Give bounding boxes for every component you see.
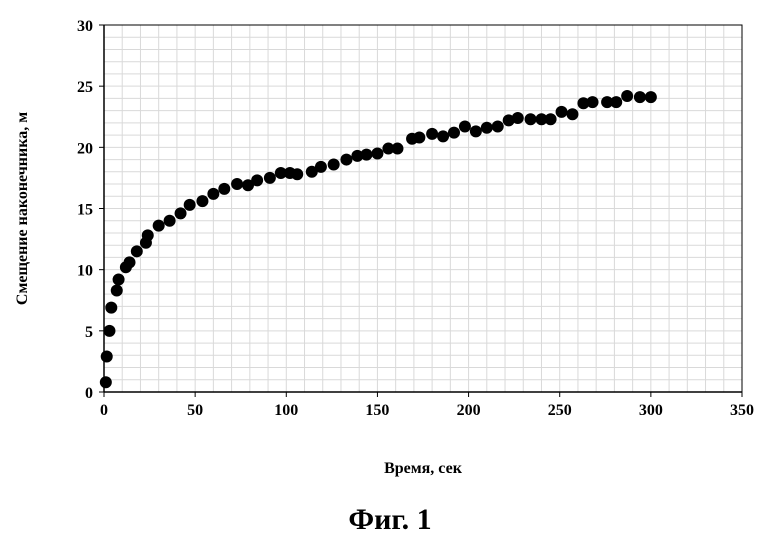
grid-lines <box>104 25 742 392</box>
x-tick-label: 300 <box>639 402 663 419</box>
data-point <box>175 207 187 219</box>
figure-caption: Фиг. 1 <box>0 503 780 537</box>
data-point <box>426 128 438 140</box>
data-point <box>113 273 125 285</box>
x-tick-label: 100 <box>274 402 298 419</box>
data-point <box>101 351 113 363</box>
data-point <box>124 256 136 268</box>
data-point <box>621 90 633 102</box>
data-point <box>360 149 372 161</box>
data-point <box>448 127 460 139</box>
data-point <box>105 302 117 314</box>
y-tick-label: 20 <box>77 140 93 157</box>
y-axis-title: Смещение наконечника, м <box>14 112 31 305</box>
data-point <box>103 325 115 337</box>
y-tick-label: 0 <box>85 385 93 402</box>
data-point <box>459 121 471 133</box>
data-point <box>164 215 176 227</box>
data-point <box>566 108 578 120</box>
data-point <box>264 172 276 184</box>
data-point <box>525 113 537 125</box>
x-tick-label: 0 <box>100 402 108 419</box>
data-point <box>545 113 557 125</box>
data-point <box>645 91 657 103</box>
data-point <box>131 245 143 257</box>
x-axis-title: Время, сек <box>384 460 463 477</box>
data-point <box>153 220 165 232</box>
data-point <box>391 143 403 155</box>
data-point <box>184 199 196 211</box>
data-point <box>470 125 482 137</box>
scatter-chart: 0 50 100 150 200 250 300 350 0 5 10 15 20 25 30 Время,… <box>0 0 780 500</box>
x-tick-label: 50 <box>187 402 203 419</box>
data-point <box>196 195 208 207</box>
data-point <box>142 229 154 241</box>
y-tick-label: 15 <box>77 202 93 219</box>
data-point <box>111 284 123 296</box>
data-point <box>413 132 425 144</box>
data-point <box>100 376 112 388</box>
data-point <box>481 122 493 134</box>
data-point <box>315 161 327 173</box>
data-point <box>587 96 599 108</box>
data-point <box>218 183 230 195</box>
data-point <box>492 121 504 133</box>
y-tick-label: 5 <box>85 324 93 341</box>
data-point <box>328 158 340 170</box>
data-point <box>231 178 243 190</box>
data-point <box>207 188 219 200</box>
x-tick-label: 150 <box>365 402 389 419</box>
data-point <box>512 112 524 124</box>
data-point <box>251 174 263 186</box>
data-point <box>556 106 568 118</box>
y-tick-label: 25 <box>77 79 93 96</box>
data-point <box>610 96 622 108</box>
x-tick-label: 350 <box>730 402 754 419</box>
y-tick-label: 10 <box>77 263 93 280</box>
y-tick-label: 30 <box>77 18 93 35</box>
data-point <box>437 130 449 142</box>
x-tick-label: 200 <box>457 402 481 419</box>
data-point <box>634 91 646 103</box>
data-point <box>371 147 383 159</box>
x-tick-label: 250 <box>548 402 572 419</box>
data-point <box>291 168 303 180</box>
data-point <box>340 154 352 166</box>
